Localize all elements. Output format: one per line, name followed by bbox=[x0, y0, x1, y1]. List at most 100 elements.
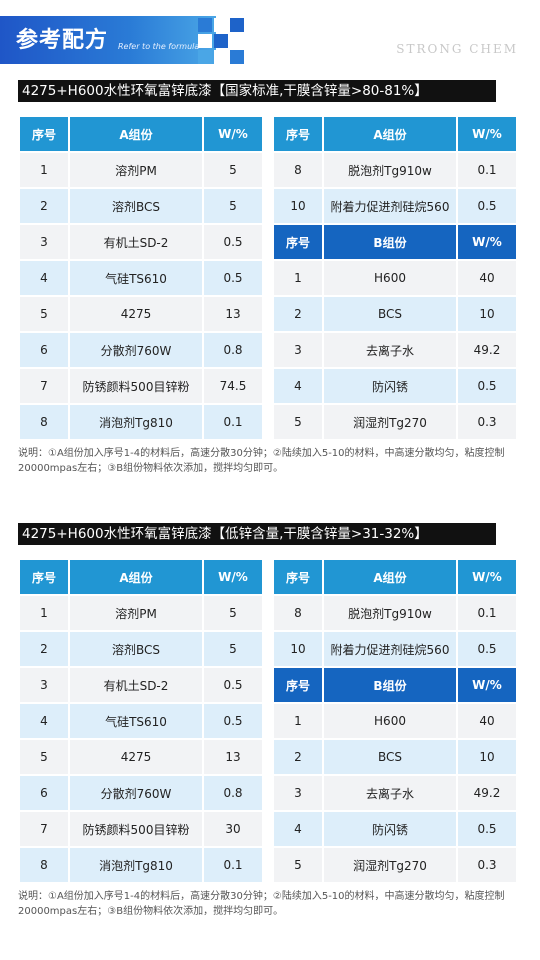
row-number: 8 bbox=[20, 848, 68, 882]
header-wt: W/% bbox=[204, 560, 262, 594]
material-name: 有机土SD-2 bbox=[70, 668, 202, 702]
material-name: H600 bbox=[324, 704, 456, 738]
material-name: 脱泡剂Tg910w bbox=[324, 153, 456, 187]
weight-percent: 0.5 bbox=[204, 704, 262, 738]
header-no: 序号 bbox=[274, 225, 322, 259]
page-title: 参考配方 bbox=[16, 28, 109, 53]
table-row: 5 润湿剂Tg270 0.3 bbox=[274, 405, 516, 439]
section-title-2: 4275+H600水性环氧富锌底漆【低锌含量,干膜含锌量>31-32%】 bbox=[18, 523, 496, 545]
header-b-group: B组份 bbox=[324, 668, 456, 702]
material-name: 防闪锈 bbox=[324, 812, 456, 846]
header-wt: W/% bbox=[458, 117, 516, 151]
table-row: 2 溶剂BCS 5 bbox=[20, 632, 262, 666]
weight-percent: 0.8 bbox=[204, 333, 262, 367]
row-number: 2 bbox=[274, 740, 322, 774]
row-number: 4 bbox=[274, 369, 322, 403]
weight-percent: 10 bbox=[458, 740, 516, 774]
row-number: 3 bbox=[20, 225, 68, 259]
table-row: 4 防闪锈 0.5 bbox=[274, 369, 516, 403]
table-row: 5 润湿剂Tg270 0.3 bbox=[274, 848, 516, 882]
header-wt: W/% bbox=[204, 117, 262, 151]
material-name: 去离子水 bbox=[324, 776, 456, 810]
table-row: 8 消泡剂Tg810 0.1 bbox=[20, 848, 262, 882]
table-row: 1 溶剂PM 5 bbox=[20, 596, 262, 630]
material-name: 溶剂PM bbox=[70, 596, 202, 630]
header-wt: W/% bbox=[458, 225, 516, 259]
material-name: 润湿剂Tg270 bbox=[324, 848, 456, 882]
material-name: 消泡剂Tg810 bbox=[70, 405, 202, 439]
header-no: 序号 bbox=[274, 668, 322, 702]
material-name: H600 bbox=[324, 261, 456, 295]
row-number: 4 bbox=[274, 812, 322, 846]
row-number: 4 bbox=[20, 704, 68, 738]
material-name: 4275 bbox=[70, 740, 202, 774]
table-row: 6 分散剂760W 0.8 bbox=[20, 333, 262, 367]
weight-percent: 0.3 bbox=[458, 848, 516, 882]
material-name: 分散剂760W bbox=[70, 333, 202, 367]
material-name: 溶剂PM bbox=[70, 153, 202, 187]
material-name: 防闪锈 bbox=[324, 369, 456, 403]
weight-percent: 0.5 bbox=[204, 668, 262, 702]
weight-percent: 0.5 bbox=[458, 189, 516, 223]
row-number: 8 bbox=[20, 405, 68, 439]
row-number: 2 bbox=[274, 297, 322, 331]
weight-percent: 49.2 bbox=[458, 333, 516, 367]
table-row: 6 分散剂760W 0.8 bbox=[20, 776, 262, 810]
table-row: 1 溶剂PM 5 bbox=[20, 153, 262, 187]
header-b-group: B组份 bbox=[324, 225, 456, 259]
table-row: 8 脱泡剂Tg910w 0.1 bbox=[274, 153, 516, 187]
material-name: 有机土SD-2 bbox=[70, 225, 202, 259]
table-row: 5 4275 13 bbox=[20, 740, 262, 774]
brand-name: STRONG CHEM bbox=[396, 42, 518, 56]
note-1: 说明：①A组份加入序号1-4的材料后，高速分散30分钟；②陆续加入5-10的材料… bbox=[18, 448, 505, 474]
table-row: 2 BCS 10 bbox=[274, 297, 516, 331]
table-row: 1 H600 40 bbox=[274, 261, 516, 295]
weight-percent: 0.5 bbox=[204, 225, 262, 259]
row-number: 7 bbox=[20, 369, 68, 403]
row-number: 5 bbox=[20, 740, 68, 774]
row-number: 10 bbox=[274, 632, 322, 666]
row-number: 1 bbox=[20, 153, 68, 187]
row-number: 8 bbox=[274, 596, 322, 630]
weight-percent: 5 bbox=[204, 596, 262, 630]
row-number: 2 bbox=[20, 632, 68, 666]
checker-decoration-icon bbox=[198, 18, 244, 64]
table-row: 7 防锈颜料500目锌粉 74.5 bbox=[20, 369, 262, 403]
weight-percent: 13 bbox=[204, 297, 262, 331]
row-number: 8 bbox=[274, 153, 322, 187]
weight-percent: 0.1 bbox=[458, 596, 516, 630]
row-number: 10 bbox=[274, 189, 322, 223]
table-row: 3 去离子水 49.2 bbox=[274, 776, 516, 810]
header-wt: W/% bbox=[458, 560, 516, 594]
page-subtitle: Refer to the formula bbox=[118, 42, 200, 51]
a-b-group-table-2: 序号 A组份 W/% 8 脱泡剂Tg910w 0.1 10 附着力促进剂硅烷560 0.5… bbox=[272, 558, 518, 884]
header-no: 序号 bbox=[20, 560, 68, 594]
a-b-group-table-1: 序号 A组份 W/% 8 脱泡剂Tg910w 0.1 10 附着力促进剂硅烷560 0.5… bbox=[272, 115, 518, 441]
section-title-1: 4275+H600水性环氧富锌底漆【国家标准,干膜含锌量>80-81%】 bbox=[18, 80, 496, 102]
table-row: 3 有机土SD-2 0.5 bbox=[20, 668, 262, 702]
row-number: 4 bbox=[20, 261, 68, 295]
header-no: 序号 bbox=[274, 117, 322, 151]
table-row: 4 气硅TS610 0.5 bbox=[20, 704, 262, 738]
material-name: BCS bbox=[324, 740, 456, 774]
material-name: 气硅TS610 bbox=[70, 261, 202, 295]
row-number: 1 bbox=[274, 704, 322, 738]
row-number: 6 bbox=[20, 776, 68, 810]
material-name: 附着力促进剂硅烷560 bbox=[324, 632, 456, 666]
header-a-group: A组份 bbox=[324, 117, 456, 151]
material-name: 溶剂BCS bbox=[70, 632, 202, 666]
header-a-group: A组份 bbox=[70, 560, 202, 594]
weight-percent: 5 bbox=[204, 189, 262, 223]
table-row: 10 附着力促进剂硅烷560 0.5 bbox=[274, 189, 516, 223]
row-number: 3 bbox=[20, 668, 68, 702]
row-number: 7 bbox=[20, 812, 68, 846]
material-name: 4275 bbox=[70, 297, 202, 331]
header-a-group: A组份 bbox=[324, 560, 456, 594]
header-banner bbox=[0, 16, 216, 64]
material-name: 润湿剂Tg270 bbox=[324, 405, 456, 439]
row-number: 3 bbox=[274, 776, 322, 810]
row-number: 5 bbox=[20, 297, 68, 331]
weight-percent: 0.1 bbox=[204, 405, 262, 439]
row-number: 5 bbox=[274, 848, 322, 882]
table-row: 5 4275 13 bbox=[20, 297, 262, 331]
